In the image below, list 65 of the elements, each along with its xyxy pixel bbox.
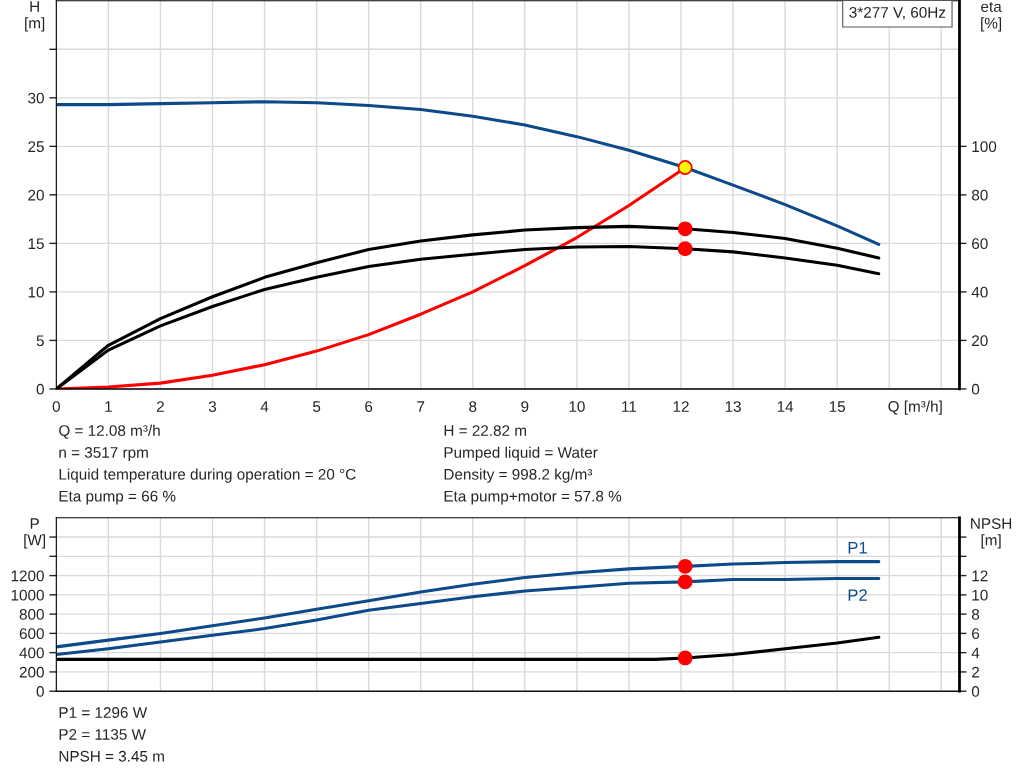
x-tick-label: 13 — [725, 401, 741, 412]
y-tick-label: 15 — [28, 238, 44, 250]
x-tick-label: 1 — [105, 401, 112, 412]
y-tick-label: 30 — [28, 92, 44, 104]
x-axis-title: Q [m³/h] — [888, 400, 942, 415]
text: Eta pump+motor = 57.8 % — [444, 490, 622, 505]
line-series — [56, 560, 881, 649]
x-tick-label: 14 — [777, 401, 794, 412]
y-tick-label: 5 — [36, 335, 44, 347]
y2-tick-label: 12 — [972, 570, 988, 582]
y-axis-title: P [W] — [24, 518, 46, 549]
y-tick-label: 200 — [19, 666, 44, 678]
y-tick-label: 1200 — [11, 570, 44, 582]
y2-tick-label: 60 — [972, 238, 988, 250]
text: Q = 12.08 m³/h — [59, 424, 160, 439]
x-tick-label: 4 — [260, 401, 269, 412]
x-tick-label: 2 — [156, 401, 164, 412]
x-tick-label: 3 — [208, 401, 217, 412]
y-tick-label: 0 — [36, 686, 44, 697]
y-tick-label: 800 — [19, 608, 44, 620]
annotation: 3*277 V, 60Hz — [849, 7, 946, 20]
x-tick-label: 9 — [521, 401, 529, 412]
x-tick-label: 6 — [365, 401, 373, 412]
text: NPSH = 3.45 m — [59, 750, 164, 762]
y2-tick-label: 80 — [971, 189, 988, 201]
y-tick-label: 1000 — [11, 589, 44, 601]
y2-tick-label: 40 — [971, 286, 988, 298]
x-tick-label: 0 — [52, 401, 60, 412]
y-tick-label: 400 — [19, 647, 44, 659]
text: Liquid temperature during operation = 20 °C — [59, 468, 356, 483]
y-tick-label: 600 — [19, 628, 44, 640]
series-label: P2 — [848, 589, 867, 601]
x-tick-label: 11 — [622, 401, 637, 412]
x-tick-label: 12 — [673, 401, 689, 412]
y2-tick-label: 8 — [971, 608, 980, 620]
y2-tick-label: 2 — [972, 666, 980, 678]
y2-tick-label: 20 — [972, 335, 988, 347]
x-tick-label: 5 — [312, 401, 321, 412]
y-tick-label: 25 — [28, 141, 44, 153]
y-tick-label: 10 — [28, 286, 44, 298]
y2-tick-label: 0 — [971, 686, 980, 697]
line-series — [56, 100, 881, 246]
text: Eta pump = 66 % — [59, 490, 176, 505]
series-label: P1 — [848, 541, 867, 554]
y-axis-title: H [m] — [25, 1, 45, 32]
x-tick-label: 7 — [417, 401, 425, 412]
y2-tick-label: 10 — [972, 589, 988, 601]
text: Density = 998.2 kg/m³ — [444, 468, 593, 483]
y2-tick-label: 4 — [971, 647, 980, 659]
text: n = 3517 rpm — [59, 447, 148, 461]
x-tick-label: 8 — [469, 401, 477, 412]
text: P2 = 1135 W — [59, 728, 146, 740]
line-series — [56, 576, 881, 657]
y2-tick-label: 0 — [971, 383, 980, 395]
x-tick-label: 10 — [569, 401, 585, 412]
x-tick-label: 15 — [829, 401, 846, 412]
y2-axis-title: NPSH [m] — [971, 518, 1012, 549]
y2-axis-title: eta [%] — [981, 1, 1002, 32]
text: P1 = 1296 W — [59, 707, 148, 718]
y2-tick-label: 100 — [972, 141, 997, 153]
text: Pumped liquid = Water — [444, 446, 598, 461]
text: H = 22.82 m — [444, 425, 527, 436]
y-tick-label: 0 — [36, 383, 44, 395]
y2-tick-label: 6 — [972, 628, 980, 640]
y-tick-label: 20 — [28, 189, 44, 201]
